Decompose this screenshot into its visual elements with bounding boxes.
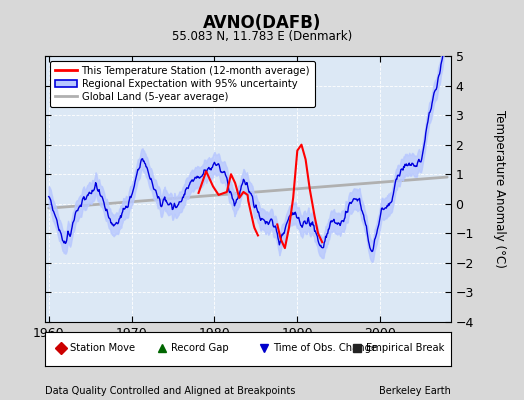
Text: Station Move: Station Move — [70, 343, 135, 353]
Legend: This Temperature Station (12-month average), Regional Expectation with 95% uncer: This Temperature Station (12-month avera… — [50, 61, 315, 107]
Text: 55.083 N, 11.783 E (Denmark): 55.083 N, 11.783 E (Denmark) — [172, 30, 352, 43]
Text: Data Quality Controlled and Aligned at Breakpoints: Data Quality Controlled and Aligned at B… — [45, 386, 295, 396]
Text: Berkeley Earth: Berkeley Earth — [379, 386, 451, 396]
Text: Record Gap: Record Gap — [171, 343, 229, 353]
Text: Empirical Break: Empirical Break — [366, 343, 444, 353]
Text: Time of Obs. Change: Time of Obs. Change — [273, 343, 377, 353]
Y-axis label: Temperature Anomaly (°C): Temperature Anomaly (°C) — [493, 110, 506, 268]
Text: AVNO(DAFB): AVNO(DAFB) — [203, 14, 321, 32]
